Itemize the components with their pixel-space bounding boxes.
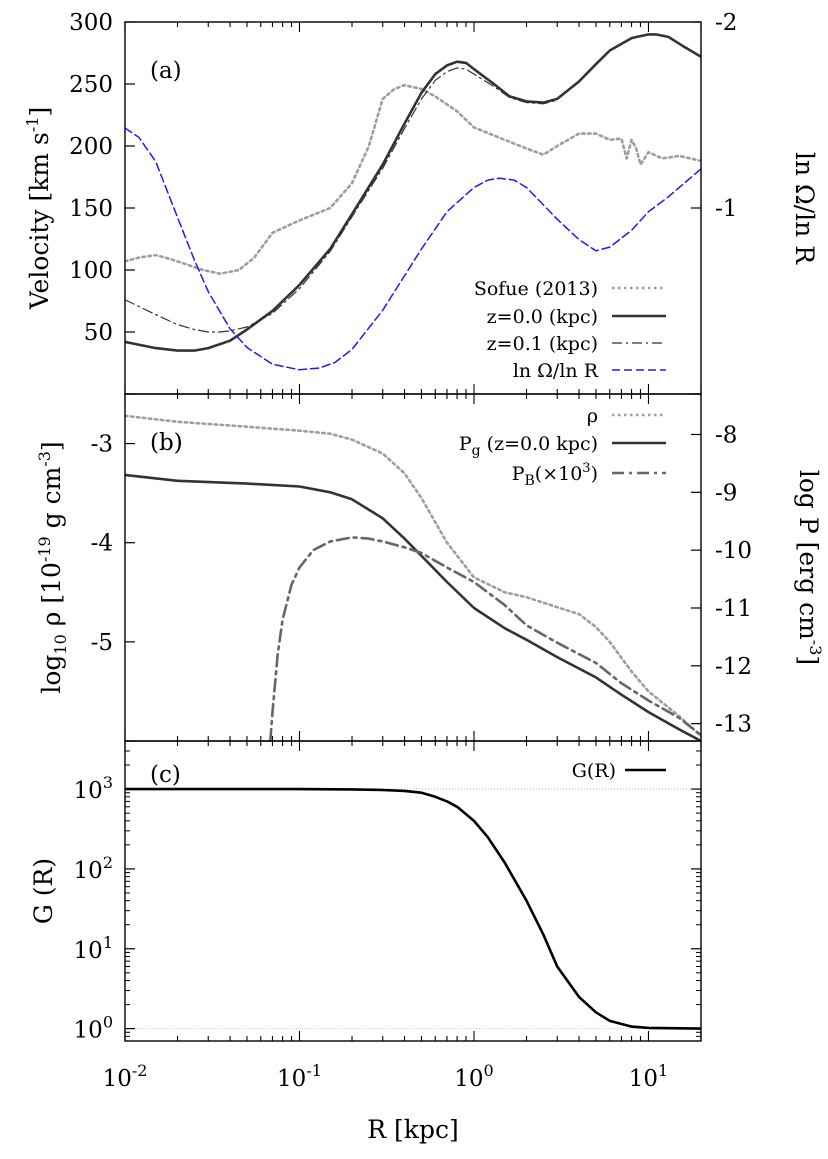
y2-tick-label: -11 [715, 596, 752, 622]
y-tick-label: -3 [91, 432, 113, 458]
legend-label: ln Ω/ln R [513, 360, 599, 382]
x-tick-label: 10-1 [277, 1061, 322, 1092]
y-tick-label: 300 [69, 10, 113, 36]
legend-label: z=0.1 (kpc) [487, 333, 598, 355]
x-tick-label: 100 [454, 1061, 493, 1092]
series-line [125, 787, 701, 1030]
legend-label: z=0.0 (kpc) [487, 306, 598, 328]
series-line [125, 67, 558, 333]
legend-label: G(R) [572, 760, 616, 782]
y-tick-label: 103 [74, 773, 113, 804]
y-tick-label: -4 [91, 531, 113, 557]
y-axis-label: G (R) [29, 858, 58, 924]
legend-label: Pg (z=0.0 kpc) [459, 433, 598, 459]
y2-axis-label: ln Ω/ln R [790, 152, 819, 265]
y-tick-label: 200 [69, 134, 113, 160]
legend-label: ρ [587, 405, 598, 427]
y2-tick-label: -9 [715, 480, 737, 506]
plot-frame [124, 21, 702, 395]
y2-tick-label: -12 [715, 654, 752, 680]
x-tick-label: 101 [629, 1061, 668, 1092]
series-line [125, 127, 701, 371]
y-tick-label: 101 [74, 933, 113, 964]
y-tick-label: 150 [69, 196, 113, 222]
y2-tick-label: -13 [715, 712, 752, 738]
panel-label: (b) [150, 430, 183, 456]
legend-label: Sofue (2013) [474, 278, 598, 300]
y-tick-label: 100 [74, 1013, 113, 1044]
y2-tick-label: -1 [715, 196, 737, 222]
y-tick-label: 50 [84, 320, 113, 346]
panel-label: (a) [150, 58, 182, 84]
y2-tick-label: -10 [715, 538, 752, 564]
panel-label: (c) [150, 762, 181, 788]
y-tick-label: 100 [69, 258, 113, 284]
x-axis-label: R [kpc] [367, 1115, 458, 1144]
y-tick-label: 250 [69, 72, 113, 98]
y-tick-label: 102 [74, 853, 113, 884]
x-tick-label: 10-2 [103, 1061, 148, 1092]
plot-frame [124, 740, 702, 1042]
y2-tick-label: -8 [715, 422, 737, 448]
y-tick-label: -5 [91, 630, 113, 656]
y2-tick-label: -2 [715, 10, 737, 36]
series-line [125, 473, 701, 741]
y-axis-label: Velocity [km s-1] [23, 107, 54, 310]
y-axis-label: log10 ρ [10-19 g cm-3] [35, 441, 70, 693]
series-line [125, 83, 701, 275]
series-line [125, 414, 701, 738]
series-line [125, 33, 701, 352]
legend-label: PB(×103) [512, 461, 598, 489]
series-line [269, 536, 701, 741]
y2-axis-label: log P [erg cm-3] [794, 470, 825, 665]
